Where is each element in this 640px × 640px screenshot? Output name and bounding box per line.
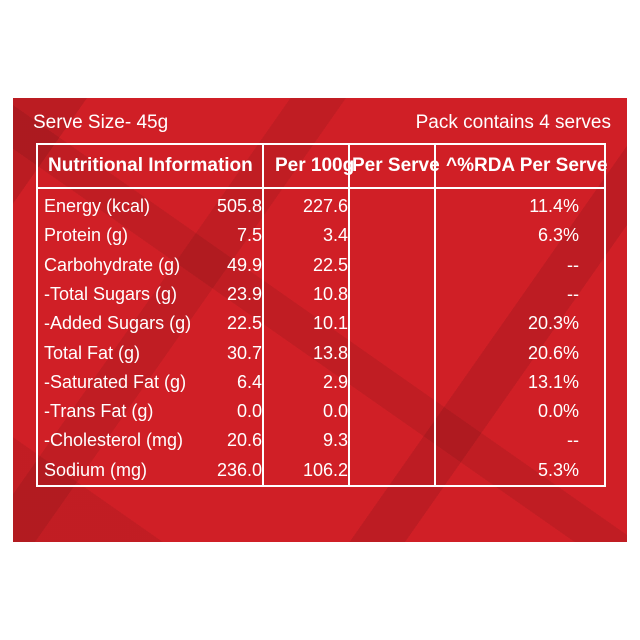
header-per-serve: Per Serve [352, 155, 440, 176]
nutrient-name: Protein (g) [44, 225, 129, 246]
table-row: Protein (g) 7.5 3.4 6.3% [36, 221, 606, 249]
rda-value: 20.6% [527, 342, 579, 363]
column-divider [262, 143, 264, 487]
nutrition-label-panel: Serve Size- 45g Pack contains 4 serves N… [13, 98, 640, 560]
column-divider [434, 143, 436, 487]
column-divider [348, 143, 350, 487]
rda-value: -- [567, 254, 579, 275]
per-serve-value: 2.9 [322, 371, 348, 392]
serve-size: Serve Size- 45g [33, 112, 169, 133]
rda-value: -- [567, 283, 579, 304]
nutrient-name: Carbohydrate (g) [44, 254, 181, 275]
per-serve-value: 0.0 [322, 401, 348, 422]
rda-value: 11.4% [529, 196, 579, 216]
rda-value: 0.0% [537, 401, 579, 422]
per-serve-value: 22.5 [312, 254, 348, 275]
per-100g-value: 7.5 [236, 225, 262, 246]
table-border [36, 143, 606, 487]
per-serve-value: 13.8 [312, 342, 348, 363]
per-100g-value: 49.9 [226, 254, 262, 275]
nutrient-name: Total Fat (g) [44, 342, 141, 363]
rda-value: 20.3% [527, 313, 579, 334]
per-serve-value: 227.6 [302, 196, 348, 216]
per-100g-value: 23.9 [226, 283, 262, 304]
table-row: -Saturated Fat (g) 6.4 2.9 13.1% [36, 368, 606, 396]
rda-value: 13.1% [527, 371, 579, 392]
header-divider [36, 187, 606, 189]
table-row: Sodium (mg) 236.0 106.2 5.3% [36, 456, 606, 484]
table-row: -Trans Fat (g) 0.0 0.0 0.0% [36, 397, 606, 425]
per-serve-value: 10.1 [312, 313, 348, 334]
per-serve-value: 106.2 [302, 459, 348, 480]
per-100g-value: 20.6 [226, 430, 262, 451]
table-row: -Total Sugars (g) 23.9 10.8 -- [36, 280, 606, 308]
table-row: -Cholesterol (mg) 20.6 9.3 -- [36, 426, 606, 454]
header-nutritional-information: Nutritional Information [48, 155, 253, 176]
table-row: Energy (kcal) 505.8 227.6 11.4% [36, 192, 606, 220]
nutrient-name: -Total Sugars (g) [44, 283, 178, 304]
nutrient-name: Energy (kcal) [44, 196, 151, 216]
header-rda-per-serve: ^%RDA Per Serve [446, 155, 608, 176]
per-100g-value: 6.4 [236, 371, 262, 392]
per-100g-value: 30.7 [226, 342, 262, 363]
pack-info: Pack contains 4 serves [415, 112, 611, 133]
nutrient-name: -Added Sugars (g) [44, 313, 192, 334]
per-100g-value: 0.0 [236, 401, 262, 422]
nutrient-name: -Saturated Fat (g) [44, 371, 187, 392]
table-row: -Added Sugars (g) 22.5 10.1 20.3% [36, 309, 606, 337]
nutrition-table: Nutritional Information Per 100g Per Ser… [36, 143, 640, 570]
rda-value: 5.3% [537, 459, 579, 480]
per-serve-value: 3.4 [322, 225, 348, 246]
per-100g-value: 505.8 [216, 196, 262, 216]
table-row: Carbohydrate (g) 49.9 22.5 -- [36, 251, 606, 279]
nutrient-name: Sodium (mg) [44, 459, 148, 480]
header-per-100g: Per 100g [275, 155, 355, 176]
per-100g-value: 236.0 [216, 459, 262, 480]
per-serve-value: 10.8 [312, 283, 348, 304]
rda-value: -- [567, 430, 579, 451]
nutrient-name: -Trans Fat (g) [44, 401, 154, 422]
per-100g-value: 22.5 [226, 313, 262, 334]
per-serve-value: 9.3 [322, 430, 348, 451]
table-row: Total Fat (g) 30.7 13.8 20.6% [36, 339, 606, 367]
nutrient-name: -Cholesterol (mg) [44, 430, 184, 451]
footnote: ^Per Serve Recommended Dietary Allowance… [58, 541, 640, 560]
rda-value: 6.3% [537, 225, 579, 246]
